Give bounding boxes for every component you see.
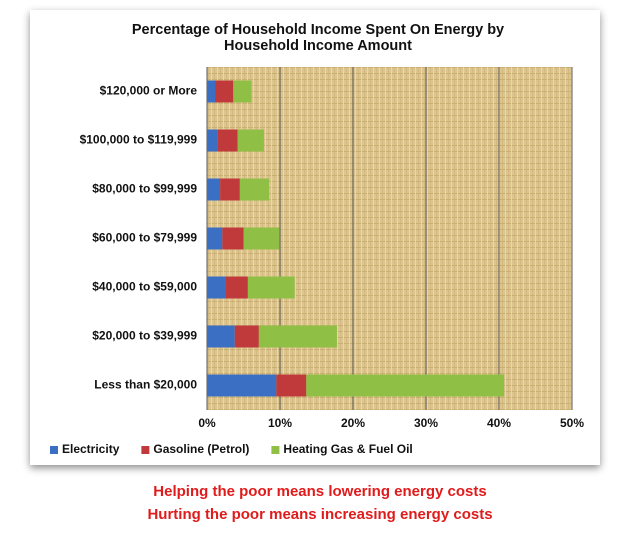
y-tick-label: $120,000 or More [100,84,198,98]
y-tick-label: $80,000 to $99,999 [92,182,197,196]
caption: Helping the poor means lowering energy c… [153,483,486,500]
legend-swatch [271,446,280,454]
bar-segment [243,227,280,250]
legend-swatch [50,446,58,454]
x-tick-label: 10% [268,416,292,430]
bar-segment [207,80,216,103]
bar-segment [239,178,270,201]
legend-label: Heating Gas & Fuel Oil [283,442,412,456]
legend-label: Electricity [62,442,120,456]
bar-segment [258,325,337,348]
x-tick-label: 30% [414,416,438,430]
x-tick-label: 0% [198,416,216,430]
y-tick-label: $60,000 to $79,999 [92,231,197,245]
bar-segment [222,227,244,250]
bar-segment [234,325,259,348]
bar-segment [233,80,252,103]
legend-label: Gasoline (Petrol) [153,442,249,456]
x-tick-label: 20% [341,416,365,430]
bar-segment [306,374,505,397]
bar-segment [207,227,223,250]
bar-segment [215,80,234,103]
bar-segment [217,129,238,152]
x-tick-label: 40% [487,416,511,430]
bar-segment [220,178,240,201]
x-tick-label: 50% [560,416,584,430]
chart-title: Percentage of Household Income Spent On … [132,22,504,38]
bar-segment [207,325,235,348]
legend-swatch [141,446,150,454]
y-tick-label: Less than $20,000 [94,378,197,392]
chart-title: Household Income Amount [224,38,412,54]
y-tick-label: $20,000 to $39,999 [92,329,197,343]
caption: Hurting the poor means increasing energy… [147,506,492,523]
bar-segment [207,178,221,201]
bar-segment [225,276,248,299]
bar-segment [207,129,218,152]
bar-segment [207,276,226,299]
bar-segment [237,129,264,152]
y-tick-label: $100,000 to $119,999 [80,133,198,147]
bar-segment [276,374,307,397]
bar-segment [207,374,277,397]
bar-segment [247,276,295,299]
y-tick-label: $40,000 to $59,000 [92,280,197,294]
